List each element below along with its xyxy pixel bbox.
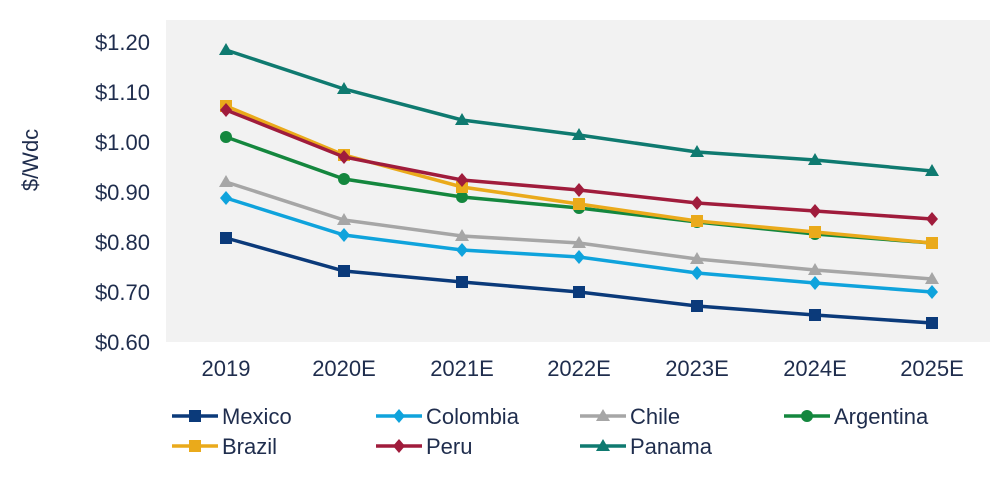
data-point-chile — [455, 229, 469, 241]
data-point-peru — [338, 150, 350, 164]
x-tick-label: 2025E — [900, 356, 964, 381]
y-tick-label: $1.20 — [95, 30, 150, 55]
data-point-peru — [691, 196, 703, 210]
data-point-mexico — [691, 300, 703, 312]
data-point-panama — [455, 113, 469, 125]
series-peru — [220, 103, 938, 226]
data-point-chile — [219, 175, 233, 187]
data-point-chile — [690, 252, 704, 264]
data-point-mexico — [926, 317, 938, 329]
y-tick-label: $1.00 — [95, 130, 150, 155]
data-point-colombia — [456, 243, 468, 257]
y-tick-label: $0.60 — [95, 330, 150, 355]
data-point-mexico — [220, 232, 232, 244]
data-point-colombia — [573, 250, 585, 264]
data-point-brazil — [573, 198, 585, 210]
legend-marker — [596, 409, 610, 421]
data-point-panama — [808, 153, 822, 165]
legend-label: Colombia — [426, 404, 520, 429]
x-tick-label: 2020E — [312, 356, 376, 381]
data-point-peru — [809, 204, 821, 218]
data-point-panama — [925, 164, 939, 176]
data-point-colombia — [809, 276, 821, 290]
x-tick-label: 2022E — [547, 356, 611, 381]
data-point-peru — [573, 183, 585, 197]
x-tick-label: 2024E — [783, 356, 847, 381]
legend-item-chile: Chile — [580, 404, 680, 429]
series-colombia — [220, 191, 938, 299]
data-point-colombia — [691, 266, 703, 280]
data-point-colombia — [220, 191, 232, 205]
data-point-argentina — [220, 131, 232, 143]
data-point-brazil — [926, 237, 938, 249]
data-point-colombia — [926, 285, 938, 299]
legend-item-peru: Peru — [376, 434, 472, 459]
data-point-chile — [572, 236, 586, 248]
data-point-chile — [925, 272, 939, 284]
legend-marker — [596, 439, 610, 451]
series-chile — [219, 175, 939, 284]
x-tick-label: 2021E — [430, 356, 494, 381]
data-point-peru — [926, 212, 938, 226]
data-point-panama — [690, 145, 704, 157]
y-tick-label: $0.90 — [95, 180, 150, 205]
legend-label: Mexico — [222, 404, 292, 429]
data-point-brazil — [691, 215, 703, 227]
legend-item-argentina: Argentina — [784, 404, 929, 429]
data-point-panama — [219, 43, 233, 55]
legend-item-mexico: Mexico — [172, 404, 292, 429]
legend-marker — [189, 440, 201, 452]
legend-item-colombia: Colombia — [376, 404, 520, 429]
data-point-brazil — [809, 226, 821, 238]
data-point-mexico — [573, 286, 585, 298]
series-panama — [219, 43, 939, 176]
data-point-peru — [456, 173, 468, 187]
legend-label: Chile — [630, 404, 680, 429]
data-point-mexico — [809, 309, 821, 321]
data-point-argentina — [338, 173, 350, 185]
series-mexico — [220, 232, 938, 329]
legend-label: Brazil — [222, 434, 277, 459]
x-tick-label: 2019 — [202, 356, 251, 381]
legend-label: Panama — [630, 434, 713, 459]
y-axis-label: $/Wdc — [18, 129, 43, 191]
data-point-mexico — [456, 276, 468, 288]
y-tick-label: $0.70 — [95, 280, 150, 305]
legend-marker — [393, 409, 405, 423]
legend-marker — [801, 410, 813, 422]
legend-item-panama: Panama — [580, 434, 713, 459]
legend-item-brazil: Brazil — [172, 434, 277, 459]
data-point-panama — [337, 82, 351, 94]
data-point-peru — [220, 103, 232, 117]
data-point-mexico — [338, 265, 350, 277]
x-tick-label: 2023E — [665, 356, 729, 381]
data-point-argentina — [456, 191, 468, 203]
data-point-chile — [337, 213, 351, 225]
y-tick-label: $0.80 — [95, 230, 150, 255]
y-tick-label: $1.10 — [95, 80, 150, 105]
data-point-chile — [808, 263, 822, 275]
legend-label: Peru — [426, 434, 472, 459]
data-point-panama — [572, 128, 586, 140]
legend-label: Argentina — [834, 404, 929, 429]
legend-marker — [393, 439, 405, 453]
data-point-colombia — [338, 228, 350, 242]
legend-marker — [189, 410, 201, 422]
